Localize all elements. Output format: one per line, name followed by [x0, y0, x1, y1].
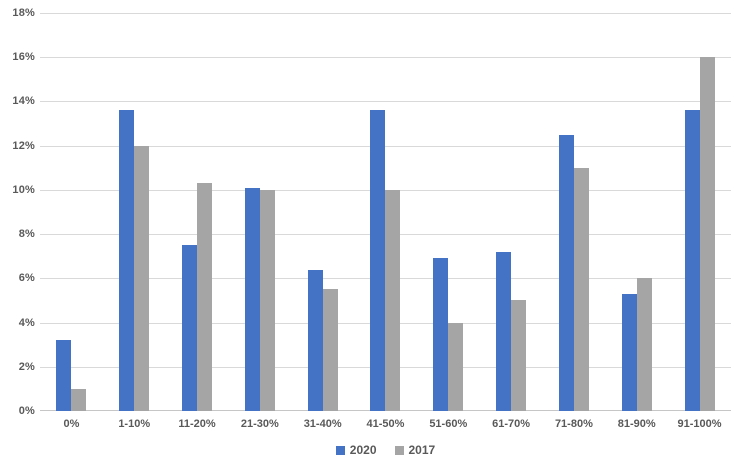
bar-group — [417, 13, 480, 411]
bar-2017 — [385, 189, 401, 411]
x-tick-label: 71-80% — [554, 418, 593, 430]
bar-2020 — [558, 134, 574, 411]
bar-2020 — [433, 258, 449, 411]
x-tick-label: 61-70% — [492, 418, 531, 430]
bar-group — [480, 13, 543, 411]
x-tick-label: 91-100% — [677, 418, 722, 430]
legend-label: 2017 — [408, 443, 436, 457]
x-tick-label: 31-40% — [303, 418, 342, 430]
bar-2020 — [621, 293, 637, 411]
legend-item-2020: 2020 — [335, 443, 377, 457]
bar-2020 — [684, 110, 700, 411]
y-tick-label: 6% — [18, 272, 35, 285]
bar-groups — [40, 13, 731, 411]
bar-2020 — [496, 251, 512, 411]
bar-2017 — [699, 57, 715, 411]
bar-group — [40, 13, 103, 411]
y-tick-label: 0% — [18, 405, 35, 417]
bar-2017 — [448, 322, 464, 411]
legend-swatch-icon — [394, 445, 404, 455]
y-axis: 0% 2% 4% 6% 8% 10% 12% 14% 16% 18% — [0, 7, 35, 417]
bar-2020 — [370, 110, 386, 411]
x-tick-label: 11-20% — [178, 418, 216, 430]
bar-group — [605, 13, 668, 411]
bar-group — [291, 13, 354, 411]
bar-2017 — [322, 289, 338, 411]
bar-2017 — [134, 145, 150, 411]
bar-2017 — [573, 167, 589, 411]
plot-area — [40, 13, 731, 411]
y-tick-label: 10% — [12, 183, 35, 196]
legend: 2020 2017 — [40, 441, 731, 459]
bar-2020 — [56, 340, 72, 411]
bar-2020 — [244, 187, 260, 411]
y-tick-label: 16% — [12, 51, 35, 64]
x-tick-label: 1-10% — [118, 418, 151, 430]
gridline — [40, 101, 731, 103]
gridline — [40, 13, 731, 14]
y-tick-label: 12% — [12, 139, 35, 152]
bar-group — [103, 13, 166, 411]
y-tick-label: 14% — [12, 95, 35, 108]
bar-2017 — [636, 278, 652, 411]
y-tick-label: 8% — [18, 228, 35, 241]
gridline — [40, 57, 731, 59]
bar-2020 — [182, 245, 198, 411]
y-tick-label: 4% — [18, 316, 35, 329]
x-axis: 0% 1-10% 11-20% 21-30% 31-40% 41-50% 51-60% 61-… — [40, 418, 731, 434]
bar-group — [228, 13, 291, 411]
x-tick-label: 41-50% — [366, 418, 405, 430]
bar-2017 — [197, 183, 213, 411]
bar-2017 — [511, 300, 527, 411]
bar-group — [354, 13, 417, 411]
bar-group — [166, 13, 229, 411]
x-tick-label: 0% — [63, 418, 80, 430]
gridline — [40, 145, 731, 147]
x-tick-label: 51-60% — [429, 418, 468, 430]
bar-2017 — [71, 388, 87, 411]
bar-group — [668, 13, 731, 411]
legend-item-2017: 2017 — [394, 443, 436, 457]
bar-2020 — [119, 110, 135, 411]
y-tick-label: 2% — [18, 360, 35, 373]
x-tick-label: 81-90% — [617, 418, 656, 430]
legend-label: 2020 — [349, 443, 377, 457]
bar-2020 — [307, 269, 323, 411]
legend-swatch-icon — [335, 445, 345, 455]
bar-2017 — [259, 189, 275, 411]
y-tick-label: 18% — [12, 7, 35, 19]
x-tick-label: 21-30% — [240, 418, 279, 430]
bar-group — [543, 13, 606, 411]
